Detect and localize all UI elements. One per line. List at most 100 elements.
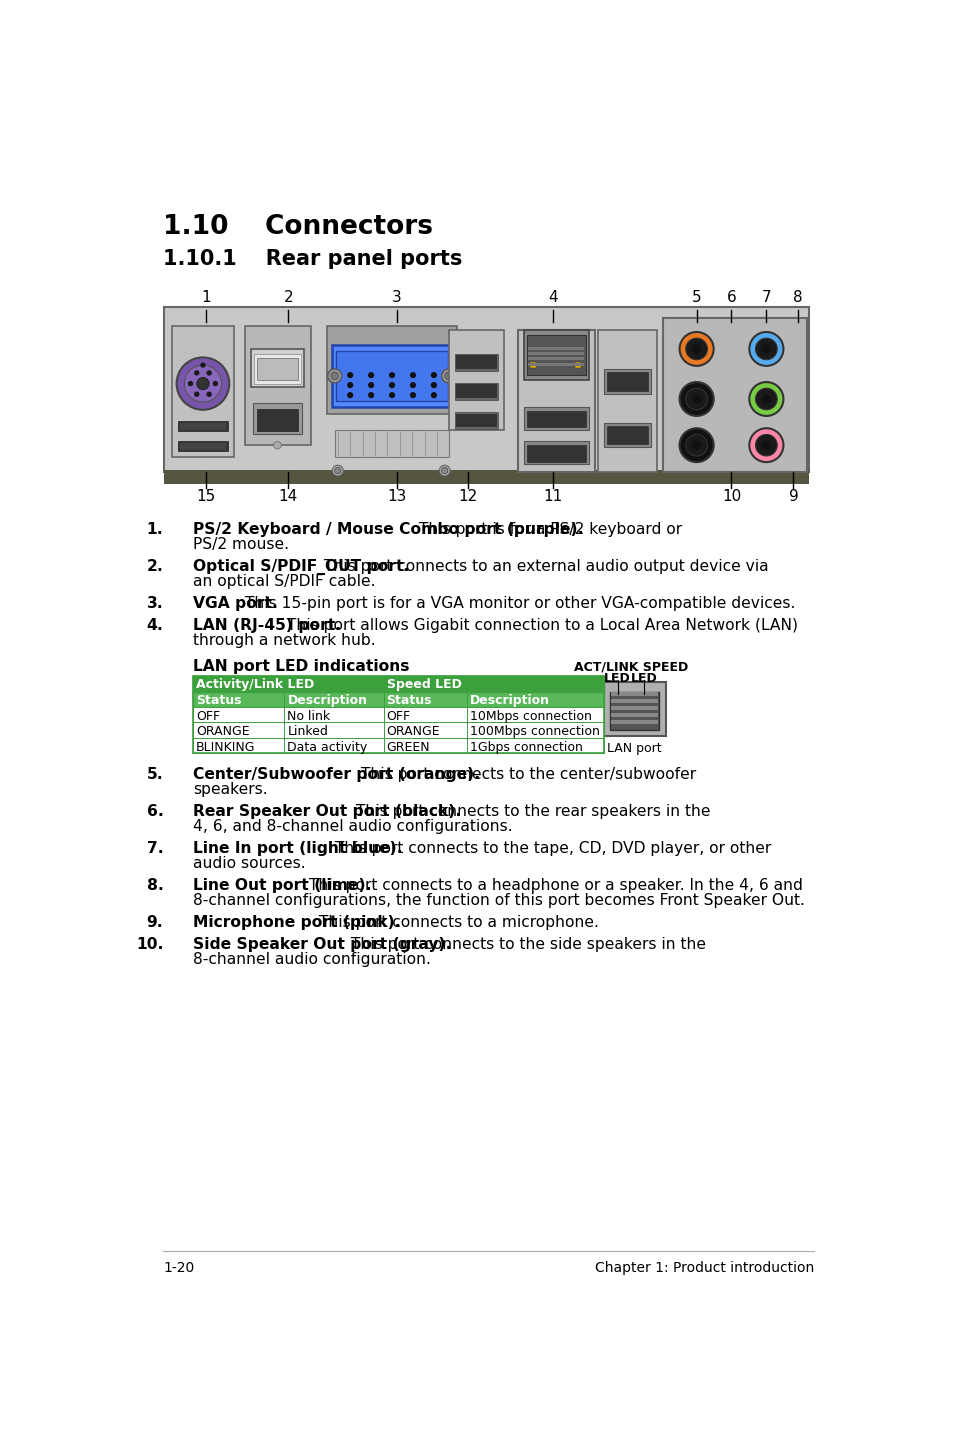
Text: audio sources.: audio sources.	[193, 855, 305, 871]
Text: 5: 5	[691, 291, 700, 305]
Circle shape	[389, 382, 395, 388]
Text: 8-channel configurations, the function of this port becomes Front Speaker Out.: 8-channel configurations, the function o…	[193, 892, 804, 908]
Bar	[455, 382, 497, 400]
Bar	[327, 326, 456, 414]
Text: 1.10.1    Rear panel ports: 1.10.1 Rear panel ports	[163, 249, 462, 269]
Text: Rear Speaker Out port (black).: Rear Speaker Out port (black).	[193, 803, 460, 819]
Circle shape	[184, 365, 221, 402]
Text: 11: 11	[543, 490, 562, 504]
Bar	[332, 345, 452, 407]
Text: 6: 6	[726, 291, 736, 305]
Text: BLINKING: BLINKING	[195, 740, 255, 753]
Bar	[335, 430, 449, 457]
Circle shape	[441, 369, 456, 382]
Bar	[253, 402, 302, 434]
Text: Line Out port (lime).: Line Out port (lime).	[193, 878, 371, 894]
Text: 10.: 10.	[135, 937, 163, 952]
Circle shape	[439, 465, 450, 475]
Text: an optical S/PDIF cable.: an optical S/PDIF cable.	[193, 574, 375, 589]
Circle shape	[332, 465, 343, 475]
Circle shape	[679, 382, 713, 415]
Text: Description: Description	[470, 695, 550, 707]
Text: Data activity: Data activity	[287, 740, 367, 753]
Text: Side Speaker Out port (gray).: Side Speaker Out port (gray).	[193, 937, 451, 952]
Bar	[523, 407, 588, 430]
Text: OFF: OFF	[386, 710, 411, 723]
Text: This port connects to an external audio output device via: This port connects to an external audio …	[319, 558, 768, 574]
Circle shape	[685, 388, 707, 410]
Circle shape	[193, 391, 199, 397]
Bar	[179, 422, 226, 430]
Circle shape	[213, 381, 218, 387]
Circle shape	[200, 362, 206, 368]
Bar	[251, 349, 303, 388]
Text: 12: 12	[457, 490, 477, 504]
Circle shape	[685, 434, 707, 455]
Bar	[335, 351, 447, 401]
Text: LAN port LED indications: LAN port LED indications	[193, 659, 409, 674]
Text: ACT/LINK SPEED: ACT/LINK SPEED	[573, 660, 687, 674]
Text: Optical S/PDIF_OUT port.: Optical S/PDIF_OUT port.	[193, 558, 409, 576]
Text: This port connects to a microphone.: This port connects to a microphone.	[314, 915, 598, 929]
Text: LAN port: LAN port	[607, 742, 661, 756]
Text: This port allows Gigabit connection to a Local Area Network (LAN): This port allows Gigabit connection to a…	[282, 619, 798, 633]
Circle shape	[389, 372, 395, 378]
Text: 1.: 1.	[147, 523, 163, 537]
Bar	[523, 441, 588, 464]
Bar	[517, 329, 595, 473]
Circle shape	[755, 434, 777, 455]
Text: No link: No link	[287, 710, 330, 723]
Circle shape	[691, 344, 700, 354]
Circle shape	[685, 338, 707, 359]
Bar	[526, 335, 585, 375]
Circle shape	[679, 428, 713, 463]
Circle shape	[368, 372, 374, 378]
Circle shape	[760, 394, 770, 404]
Text: PS/2 Keyboard / Mouse Combo port (purple).: PS/2 Keyboard / Mouse Combo port (purple…	[193, 523, 583, 537]
Text: 1-20: 1-20	[163, 1262, 194, 1276]
Circle shape	[193, 371, 199, 375]
Text: 5.: 5.	[147, 768, 163, 782]
Circle shape	[206, 391, 212, 397]
Circle shape	[347, 372, 353, 378]
Text: 3.: 3.	[147, 596, 163, 611]
Circle shape	[331, 372, 338, 379]
Circle shape	[679, 332, 713, 367]
Bar	[253, 354, 300, 384]
Bar	[604, 422, 650, 447]
Text: GREEN: GREEN	[386, 740, 430, 753]
Text: 4: 4	[548, 291, 558, 305]
Bar	[456, 414, 497, 428]
Bar	[528, 352, 583, 355]
Text: This port connects to the tape, CD, DVD player, or other: This port connects to the tape, CD, DVD …	[330, 841, 770, 856]
Text: This port connects to the rear speakers in the: This port connects to the rear speakers …	[351, 803, 710, 819]
Circle shape	[368, 382, 374, 388]
Text: This port connects to the center/subwoofer: This port connects to the center/subwoof…	[355, 768, 696, 782]
Circle shape	[188, 381, 193, 387]
Circle shape	[748, 332, 782, 367]
Text: Description: Description	[287, 695, 367, 707]
Bar	[179, 442, 226, 450]
Bar	[611, 699, 658, 703]
Bar	[607, 425, 647, 444]
Bar	[448, 329, 504, 430]
Text: 6.: 6.	[147, 803, 163, 819]
Circle shape	[431, 382, 436, 388]
Circle shape	[368, 392, 374, 398]
Circle shape	[347, 392, 353, 398]
Text: Status: Status	[195, 695, 241, 707]
Text: Activity/Link LED: Activity/Link LED	[195, 679, 314, 692]
Text: 10Mbps connection: 10Mbps connection	[470, 710, 592, 723]
Text: Line In port (light blue).: Line In port (light blue).	[193, 841, 402, 856]
Circle shape	[691, 394, 700, 404]
Circle shape	[441, 467, 447, 474]
Text: 13: 13	[387, 490, 406, 504]
Bar	[257, 410, 297, 431]
Text: 7.: 7.	[147, 841, 163, 856]
Bar	[455, 412, 497, 430]
Circle shape	[328, 369, 341, 382]
Circle shape	[274, 441, 281, 450]
Circle shape	[196, 378, 209, 390]
Text: 2.: 2.	[147, 558, 163, 574]
Bar	[172, 326, 233, 457]
